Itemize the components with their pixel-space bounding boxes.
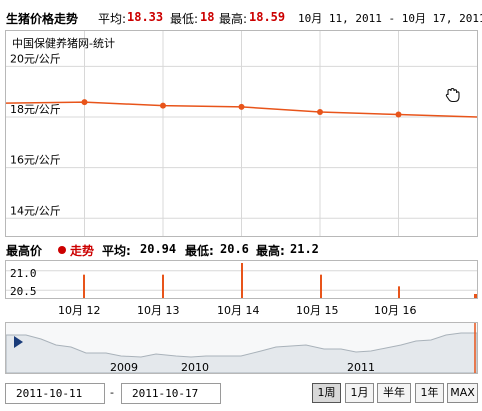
sub-max-label: 最高: — [256, 244, 285, 258]
sub-avg-value: 20.94 — [140, 242, 177, 256]
range-halfyear-button[interactable]: 半年 — [377, 383, 411, 403]
x-axis: 10月 12 10月 13 10月 14 10月 15 10月 16 — [0, 301, 482, 317]
max-label: 最高: — [219, 12, 248, 26]
sub-y-tick-label: 20.5 — [10, 285, 37, 298]
chart-title: 生猪价格走势 — [6, 12, 79, 26]
avg-value: 18.33 — [127, 10, 164, 24]
avg-label: 平均: — [98, 12, 127, 26]
date-separator: - — [110, 386, 114, 399]
sub-chart: 21.0 20.5 — [6, 263, 477, 298]
range-1week-button[interactable]: 1周 — [312, 383, 341, 403]
y-tick-label: 14元/公斤 — [10, 204, 61, 217]
data-point — [317, 108, 323, 115]
sub-avg-label: 平均: — [102, 244, 131, 258]
sub-min-value: 20.6 — [220, 242, 249, 256]
sub-chart-panel[interactable]: 21.0 20.5 — [5, 260, 478, 299]
data-point — [395, 111, 402, 118]
min-value: 18 — [200, 10, 215, 24]
from-date-input[interactable]: 2011-10-11 — [5, 383, 105, 404]
source-label: 中国保健养猪网-统计 — [12, 37, 115, 50]
range-max-button[interactable]: MAX — [447, 383, 478, 403]
high-price-bar — [241, 263, 243, 298]
y-tick-label: 16元/公斤 — [10, 154, 61, 167]
data-point — [238, 103, 245, 110]
navigator[interactable]: 2009 2010 2011 — [5, 322, 478, 374]
x-tick-label: 10月 12 — [58, 304, 101, 317]
x-tick-label: 10月 15 — [296, 304, 339, 317]
y-tick-label: 20元/公斤 — [10, 52, 61, 65]
min-label: 最低: — [170, 12, 199, 26]
range-1year-button[interactable]: 1年 — [415, 383, 444, 403]
sub-header: 最高价 走势 平均: 20.94 最低: 20.6 最高: 21.2 — [0, 240, 482, 258]
chart-header: 生猪价格走势 平均: 18.33 最低: 18 最高: 18.59 10月 11… — [0, 0, 482, 30]
x-tick-label: 10月 14 — [217, 304, 260, 317]
current-marker — [474, 294, 477, 298]
high-price-bar — [162, 274, 164, 298]
to-date-input[interactable]: 2011-10-17 — [121, 383, 221, 404]
high-price-bar — [83, 274, 85, 298]
x-tick-label: 10月 13 — [137, 304, 180, 317]
navigator-year-label: 2009 — [110, 361, 138, 374]
high-price-bar — [398, 286, 400, 298]
grab-hand-icon — [445, 87, 460, 103]
data-point — [160, 102, 166, 109]
date-range: 10月 11, 2011 - 10月 17, 2011 — [298, 12, 482, 25]
series-dot-icon — [58, 246, 66, 254]
main-chart-panel[interactable]: 20元/公斤 18元/公斤 16元/公斤 14元/公斤 中国保健养猪网-统计 — [5, 30, 478, 237]
sub-max-value: 21.2 — [290, 242, 319, 256]
high-price-bar — [320, 274, 322, 298]
legend-series-label: 走势 — [70, 244, 95, 258]
main-chart: 20元/公斤 18元/公斤 16元/公斤 14元/公斤 — [6, 31, 477, 236]
range-1month-button[interactable]: 1月 — [345, 383, 374, 403]
sub-min-label: 最低: — [185, 244, 214, 258]
navigator-area — [6, 323, 477, 373]
sub-y-tick-label: 21.0 — [10, 267, 37, 280]
y-tick-label: 18元/公斤 — [10, 103, 61, 116]
navigator-scroll-left-icon[interactable] — [14, 336, 23, 348]
x-tick-label: 10月 16 — [374, 304, 417, 317]
data-point — [81, 99, 88, 106]
navigator-year-label: 2011 — [347, 361, 375, 374]
navigator-year-label: 2010 — [181, 361, 209, 374]
max-value: 18.59 — [249, 10, 286, 24]
sub-title: 最高价 — [6, 244, 43, 258]
